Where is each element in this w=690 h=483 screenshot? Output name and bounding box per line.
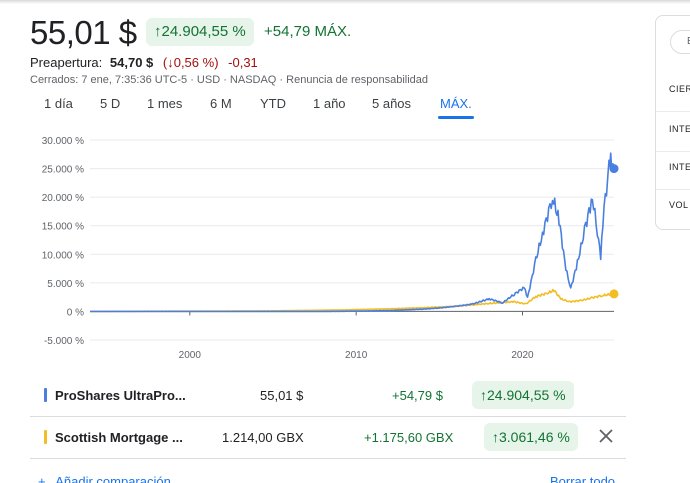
tab-1-year[interactable]: 1 año [313,96,346,111]
stat-divider [656,189,690,190]
top-shadow [0,0,690,4]
preopen-change: -0,31 [228,55,258,70]
row-divider [30,458,626,459]
y-tick-label: 0 % [67,307,84,318]
stat-label: INTE [669,162,690,172]
add-comparison-link[interactable]: + Añadir comparación [38,474,171,483]
market-status-line: Cerrados: 7 ene, 7:35:36 UTC-5 · USD · N… [30,74,429,86]
tab-1-month[interactable]: 1 mes [147,96,183,111]
comparison-row[interactable]: Scottish Mortgage ... 1.214,00 GBX +1.17… [30,420,626,458]
comparison-value: 1.214,00 GBX [222,430,304,445]
tab-5-years[interactable]: 5 años [372,96,412,111]
clear-all-link[interactable]: Borrar todo [550,474,616,483]
stat-label: INTE [669,124,690,134]
tab-1-day[interactable]: 1 día [44,96,73,111]
series-end-point [609,164,619,174]
preopen-price: 54,70 $ [109,55,154,70]
y-tick-label: 20.000 % [42,193,84,204]
comparison-row[interactable]: ProShares UltraPro... 55,01 $ +54,79 $ ↑… [30,378,626,416]
stat-divider [656,111,690,112]
tab-6-months[interactable]: 6 M [210,96,232,111]
stat-divider [656,151,690,152]
series-color-swatch [44,430,47,444]
tab-ytd[interactable]: YTD [260,96,286,111]
current-price: 55,01 $ [30,14,137,51]
x-tick-label: 2020 [511,350,534,361]
plus-icon: + [38,474,46,483]
tab-max[interactable]: MÁX. [438,96,474,119]
tab-5-days[interactable]: 5 D [100,96,121,111]
series-end-point [609,289,619,299]
comparison-pct-chip: ↑3.061,46 % [484,423,578,451]
percent-change-chip: ↑24.904,55 % [146,18,254,46]
x-tick-label: 2000 [179,350,202,361]
series-color-swatch [44,388,47,402]
comparison-value: 55,01 $ [260,388,304,403]
add-comparison-label: Añadir comparación [55,474,171,483]
close-icon[interactable] [596,426,616,446]
y-tick-label: 25.000 % [42,165,84,176]
y-tick-label: 5.000 % [47,279,84,290]
y-tick-label: 15.000 % [42,222,84,233]
y-tick-label: 10.000 % [42,250,84,261]
comparison-name: Scottish Mortgage ... [55,430,183,445]
stat-label: CIER [669,84,690,94]
comparison-name: ProShares UltraPro... [55,388,186,403]
y-tick-label: 30.000 % [42,136,84,147]
y-tick-label: -5.000 % [44,336,84,347]
absolute-change: +54,79 MÁX. [264,23,352,40]
side-stats-card: ET CIER INTE INTE VOL [655,15,690,230]
performance-chart[interactable]: 30.000 % 25.000 % 20.000 % 15.000 % 10.000 %… [30,128,626,364]
comparison-change: +1.175,60 GBX [364,430,454,445]
preopen-label: Preapertura: [30,55,103,70]
x-tick-label: 2010 [345,350,368,361]
stat-label: VOL [669,200,689,210]
comparison-pct-chip: ↑24.904,55 % [472,381,574,409]
preopen-pct: (↓0,56 %) [162,55,219,70]
series-line [90,288,615,313]
series-line [90,152,615,313]
row-divider [30,416,626,417]
comparison-change: +54,79 $ [392,388,443,403]
preopen-line: Preapertura: 54,70 $ (↓0,56 %) -0,31 [30,55,258,70]
exchange-pill[interactable]: ET [670,30,690,54]
comparison-actions: + Añadir comparación Borrar todo [30,470,626,483]
